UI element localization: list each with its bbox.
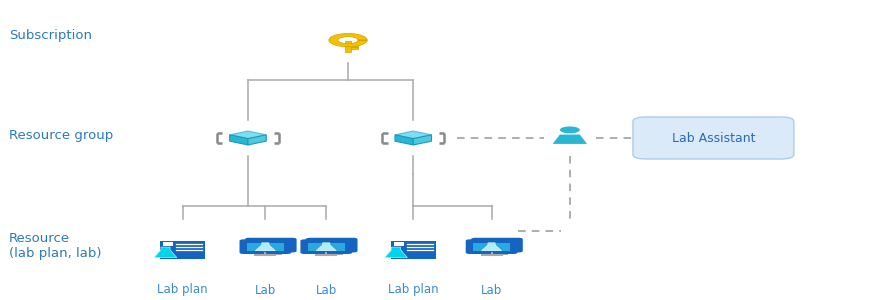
Polygon shape: [481, 243, 501, 250]
Polygon shape: [395, 135, 413, 145]
FancyBboxPatch shape: [351, 45, 358, 46]
FancyBboxPatch shape: [390, 241, 435, 259]
Polygon shape: [552, 135, 587, 144]
Text: Subscription: Subscription: [9, 29, 91, 43]
Text: Lab: Lab: [315, 284, 336, 296]
FancyBboxPatch shape: [300, 239, 352, 254]
Circle shape: [560, 127, 579, 133]
FancyBboxPatch shape: [306, 238, 357, 252]
Polygon shape: [328, 34, 367, 47]
FancyBboxPatch shape: [351, 47, 358, 49]
Polygon shape: [255, 243, 275, 250]
FancyBboxPatch shape: [313, 241, 349, 249]
FancyBboxPatch shape: [344, 41, 351, 52]
Polygon shape: [229, 135, 248, 145]
FancyBboxPatch shape: [245, 238, 296, 252]
FancyBboxPatch shape: [471, 238, 522, 252]
FancyBboxPatch shape: [473, 243, 509, 251]
Text: Lab Assistant: Lab Assistant: [671, 131, 754, 145]
Text: Lab: Lab: [481, 284, 501, 296]
Text: Lab plan: Lab plan: [157, 284, 208, 296]
FancyBboxPatch shape: [239, 239, 291, 254]
Text: Resource group: Resource group: [9, 128, 113, 142]
Polygon shape: [384, 247, 407, 258]
FancyBboxPatch shape: [252, 241, 289, 249]
Text: Lab: Lab: [255, 284, 275, 296]
Polygon shape: [229, 131, 266, 139]
FancyBboxPatch shape: [478, 241, 514, 249]
FancyBboxPatch shape: [632, 117, 793, 159]
Text: Resource
(lab plan, lab): Resource (lab plan, lab): [9, 232, 101, 260]
Polygon shape: [154, 247, 176, 258]
Polygon shape: [395, 131, 431, 139]
FancyBboxPatch shape: [247, 243, 283, 251]
Text: Lab plan: Lab plan: [388, 284, 438, 296]
FancyBboxPatch shape: [163, 242, 173, 246]
FancyBboxPatch shape: [465, 239, 517, 254]
Polygon shape: [248, 135, 266, 145]
Polygon shape: [413, 135, 431, 145]
FancyBboxPatch shape: [160, 241, 205, 259]
Polygon shape: [316, 243, 335, 250]
FancyBboxPatch shape: [394, 242, 403, 246]
FancyBboxPatch shape: [308, 243, 344, 251]
